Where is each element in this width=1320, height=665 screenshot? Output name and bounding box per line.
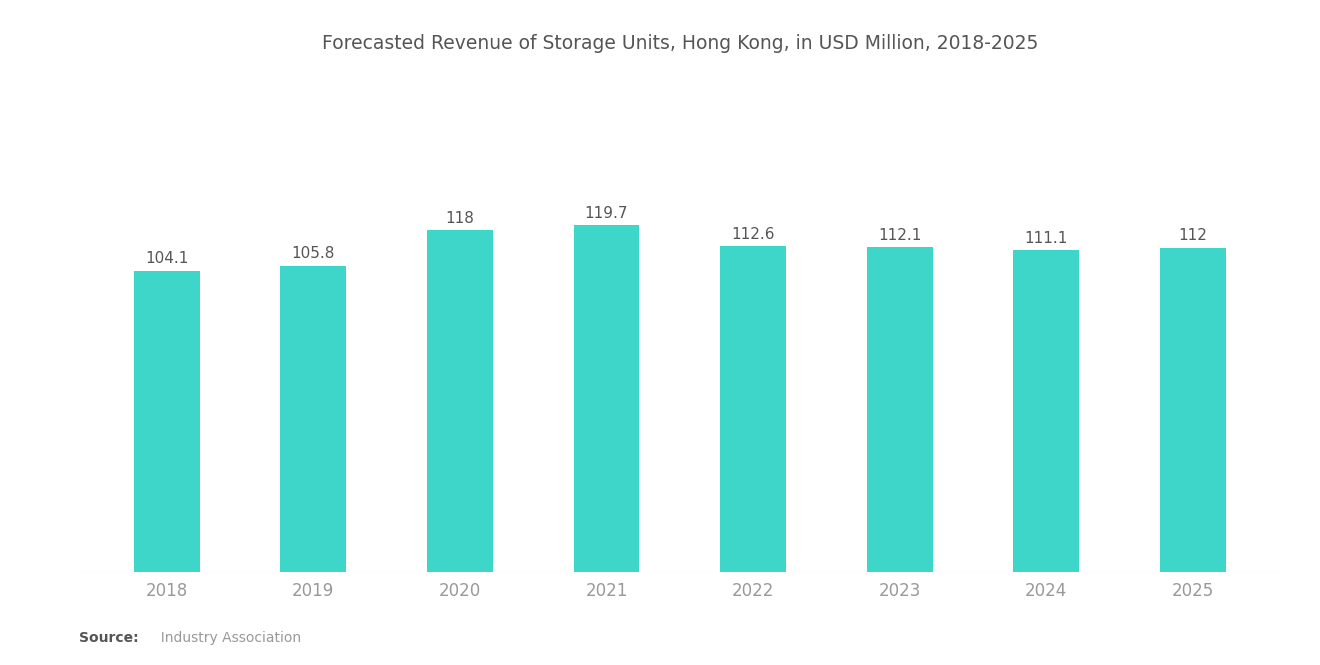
Text: Source:: Source: [79,630,139,645]
Bar [1014,250,1080,572]
Text: 112.6: 112.6 [731,227,775,241]
Text: 105.8: 105.8 [292,246,335,261]
Text: 112: 112 [1179,228,1208,243]
Bar [721,246,787,572]
Bar [573,225,639,572]
Bar [133,271,199,572]
Text: 104.1: 104.1 [145,251,189,266]
Text: 112.1: 112.1 [878,228,921,243]
Bar [426,230,492,572]
Bar [1160,247,1226,572]
Text: 119.7: 119.7 [585,206,628,221]
Text: 111.1: 111.1 [1024,231,1068,246]
Text: Industry Association: Industry Association [152,630,301,645]
Bar [280,265,346,572]
Title: Forecasted Revenue of Storage Units, Hong Kong, in USD Million, 2018-2025: Forecasted Revenue of Storage Units, Hon… [322,34,1038,53]
Text: 118: 118 [445,211,474,226]
Bar [867,247,933,572]
